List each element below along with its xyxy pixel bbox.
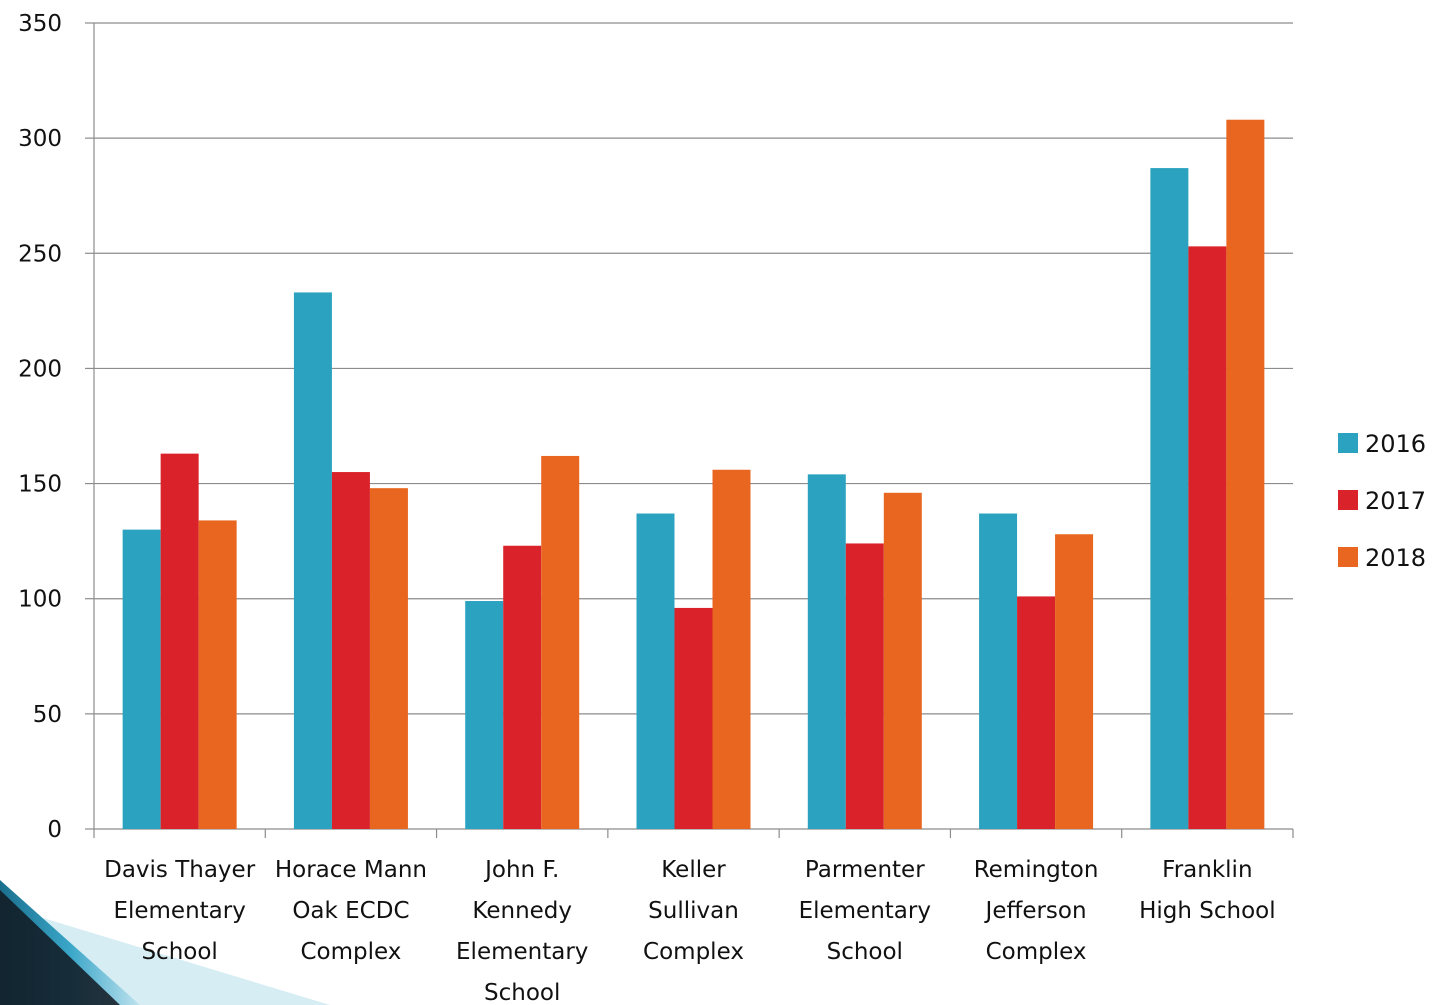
bar-2016 [979,513,1018,829]
y-tick-label: 200 [18,356,62,382]
y-tick-label: 0 [47,817,62,843]
category-label: John F. [483,857,559,883]
category-label: School [827,939,903,965]
bar-2018 [883,492,922,829]
bar-2017 [331,472,370,829]
bar-2017 [503,545,542,829]
bar-2016 [636,513,675,829]
category-label: Oak ECDC [292,898,409,924]
bar-2018 [198,520,237,829]
bar-2016 [122,529,161,829]
category-label: Sullivan [648,898,739,924]
category-label: High School [1139,898,1276,924]
legend-label-2016: 2016 [1365,430,1426,458]
y-tick-label: 350 [18,11,62,37]
y-tick-label: 250 [18,241,62,267]
bar-2017 [160,453,199,829]
y-tick-label: 50 [33,702,62,728]
y-tick-label: 300 [18,126,62,152]
bars [122,119,1265,830]
category-label: School [484,980,560,1005]
legend-swatch-2016 [1338,433,1358,453]
bar-2018 [1055,534,1094,829]
category-label: School [141,939,217,965]
bar-2017 [1017,596,1056,829]
legend-label-2018: 2018 [1365,544,1426,572]
bar-2017 [845,543,884,829]
category-label: Franklin [1162,857,1252,883]
bar-2017 [674,607,713,829]
bar-2016 [1150,168,1189,829]
category-label: Kennedy [472,898,572,924]
category-label: Elementary [456,939,588,965]
legend: 2016 2017 2018 [1338,430,1426,572]
bar-2018 [712,469,751,829]
legend-swatch-2017 [1338,490,1358,510]
bar-2018 [541,455,580,829]
category-label: Complex [643,939,744,965]
corner-decoration [0,880,330,1005]
category-label: Jefferson [984,898,1087,924]
bar-2017 [1188,246,1227,829]
bar-2016 [465,601,504,829]
category-label: Complex [986,939,1087,965]
legend-label-2017: 2017 [1365,487,1426,515]
category-label: Elementary [113,898,245,924]
bar-2016 [293,292,332,829]
y-tick-label: 150 [18,472,62,498]
category-label: Elementary [799,898,931,924]
category-label: Complex [300,939,401,965]
y-tick-label: 100 [18,587,62,613]
bar-2018 [1226,119,1265,830]
bar-2016 [807,474,846,829]
category-label: Horace Mann [275,857,427,883]
category-label: Keller [661,857,726,883]
legend-swatch-2018 [1338,547,1358,567]
axis-labels: 0 50 100 150 200 250 300 350 Davis Thayer Element… [18,11,1276,1005]
category-label: Davis Thayer [104,857,256,883]
category-label: Parmenter [805,857,925,883]
bar-2018 [369,488,408,829]
category-label: Remington [974,857,1099,883]
